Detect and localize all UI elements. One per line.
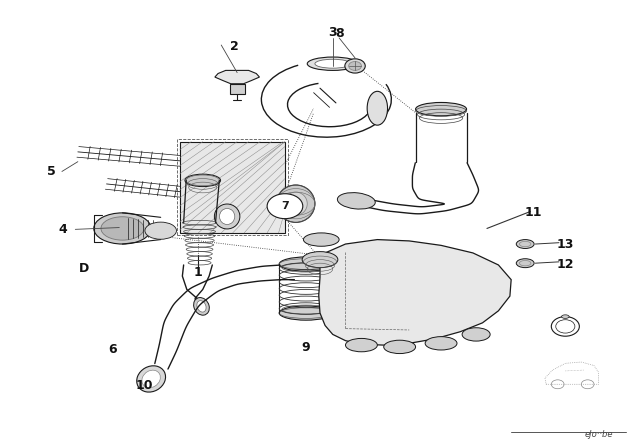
Circle shape: [181, 156, 198, 168]
Text: 8: 8: [335, 27, 344, 40]
Ellipse shape: [425, 336, 457, 350]
Circle shape: [551, 317, 579, 336]
Ellipse shape: [279, 257, 333, 271]
Text: 2: 2: [230, 40, 238, 53]
Text: D: D: [79, 262, 90, 275]
Polygon shape: [215, 70, 259, 84]
Ellipse shape: [315, 59, 351, 68]
Text: 12: 12: [557, 258, 574, 271]
Ellipse shape: [185, 174, 221, 187]
Ellipse shape: [137, 366, 166, 392]
Text: 1: 1: [193, 267, 202, 280]
Ellipse shape: [279, 306, 333, 320]
Ellipse shape: [220, 208, 235, 224]
Text: 7: 7: [281, 201, 289, 211]
Circle shape: [267, 194, 303, 219]
Circle shape: [195, 190, 204, 197]
Text: 10: 10: [136, 379, 154, 392]
Text: 5: 5: [47, 165, 56, 178]
Text: eJo··be: eJo··be: [584, 430, 613, 439]
Circle shape: [349, 61, 362, 70]
Circle shape: [345, 59, 365, 73]
Ellipse shape: [516, 259, 534, 267]
Ellipse shape: [307, 57, 358, 70]
Ellipse shape: [276, 185, 315, 222]
Ellipse shape: [101, 217, 144, 240]
Ellipse shape: [302, 252, 338, 267]
Ellipse shape: [384, 340, 415, 353]
Circle shape: [185, 159, 194, 165]
Ellipse shape: [415, 103, 467, 116]
Ellipse shape: [214, 204, 240, 229]
Text: 11: 11: [525, 207, 542, 220]
Ellipse shape: [142, 370, 161, 388]
Ellipse shape: [462, 328, 490, 341]
Text: 6: 6: [109, 343, 117, 356]
Ellipse shape: [346, 338, 378, 352]
Text: 13: 13: [557, 238, 574, 251]
Text: 3: 3: [328, 26, 337, 39]
Text: 9: 9: [301, 341, 310, 354]
Ellipse shape: [145, 222, 177, 239]
Ellipse shape: [337, 193, 375, 209]
Ellipse shape: [367, 91, 388, 125]
Polygon shape: [319, 240, 511, 345]
Ellipse shape: [561, 315, 569, 319]
Circle shape: [191, 188, 207, 200]
Ellipse shape: [94, 213, 151, 244]
Polygon shape: [180, 142, 285, 233]
Polygon shape: [230, 84, 245, 94]
Ellipse shape: [303, 233, 339, 246]
Text: 4: 4: [59, 223, 68, 236]
Ellipse shape: [194, 297, 209, 315]
Ellipse shape: [284, 192, 307, 215]
Ellipse shape: [516, 240, 534, 249]
Ellipse shape: [197, 301, 206, 312]
